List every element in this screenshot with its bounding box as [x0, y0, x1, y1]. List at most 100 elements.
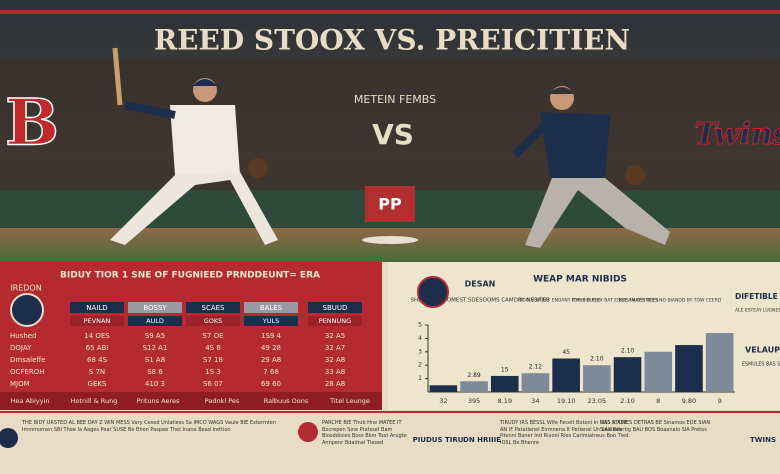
sign	[365, 186, 415, 222]
column-subheader: YULS	[262, 317, 279, 325]
side-text: ESMULES BAS SCURRED	[742, 362, 780, 368]
table-footer: Padnkl Pes	[205, 397, 240, 405]
cell: 1S 3	[205, 368, 221, 376]
panel-note: BOG N BABAT ENOANY CYOIS BLESS	[519, 298, 601, 304]
x-tick-label: 34	[531, 397, 539, 405]
column-header: NAILD	[86, 304, 107, 312]
y-tick-label: 2	[418, 362, 422, 369]
subheader-cell	[186, 316, 240, 326]
row-label: DOJAY	[10, 344, 32, 352]
bar	[521, 373, 550, 392]
footer-logo-b	[0, 428, 18, 448]
subheader-cell	[308, 316, 362, 326]
column-header: BALES	[260, 304, 283, 312]
panel-left-title: DESAN	[465, 280, 496, 289]
table-logo	[10, 293, 44, 327]
row-label: Dmsaleffe	[10, 356, 46, 364]
annotation: 2.10	[621, 348, 635, 355]
cell: S12 A1	[143, 344, 168, 352]
panel-left-text: SHEDS DIR DOMEST SDESOOMS CAMDRY NESITES	[411, 298, 550, 304]
bar	[705, 333, 734, 392]
cell: 32 A7	[325, 344, 345, 352]
table-footer: Titel Leunge	[329, 397, 370, 405]
footer-text: GAS STONES DETRAS BE Sinamos EOE SIAN SI…	[600, 420, 711, 433]
right-logo: Twins	[695, 117, 780, 152]
x-tick-label: 9.80	[682, 397, 696, 405]
panel-note: BEIS IN EESTICES NO BIANDD BY TOW CEERD	[619, 298, 722, 304]
cell: S9 A5	[145, 332, 165, 340]
footer-logo: PIUDUS TIRU	[413, 436, 464, 444]
footer-logo: DN HRIIIE	[463, 436, 501, 444]
table-title: BIDUY TIOR 1 SNE OF FUGNIEED PRNDDEUNT= …	[60, 271, 320, 281]
cell: 32 A8	[325, 356, 345, 364]
annotation: 15	[501, 366, 509, 373]
cell: 65 ABI	[86, 344, 109, 352]
fielder	[512, 86, 670, 248]
footer-text: TIRUDY IRS BESSL Wife Fecelt Boteni In M…	[500, 420, 629, 446]
panel-note: POR BID RLEY BAT EDGE AMAISS BEES	[572, 298, 659, 304]
header-cell	[308, 302, 362, 313]
table-logo-text: IREDON	[10, 284, 41, 293]
table-footer: Ralbuus Oons	[264, 397, 309, 405]
panel-right-text: ALE ESTEAY LUGNEE BAS	[735, 308, 780, 314]
table-footer: Hea Abiyyin	[11, 397, 50, 405]
header-cell	[244, 302, 298, 313]
column-subheader: PENNUNG	[319, 317, 351, 325]
row-label: Hushed	[10, 332, 37, 340]
header-cell	[128, 302, 182, 313]
cell: 68 4S	[87, 356, 108, 364]
x-tick-label: 32	[439, 397, 447, 405]
vs: VS	[372, 118, 414, 151]
cell: S1 A8	[145, 356, 165, 364]
x-tick-label: 9	[718, 397, 722, 405]
annotation: 2.89	[467, 372, 481, 379]
bar	[490, 375, 519, 392]
cell: 32 A5	[325, 332, 345, 340]
footer-logo: TWINS	[750, 436, 776, 444]
column-header: BOSSY	[143, 304, 167, 312]
cell: S7 OE	[202, 332, 223, 340]
panel-right-title: DIFETIBLE	[735, 292, 778, 301]
column-subheader: PEVNAN	[84, 317, 111, 325]
footer-logo-c	[298, 422, 318, 442]
y-tick-label: 3	[418, 348, 422, 355]
top-stripe	[0, 10, 780, 14]
cell: 28 A8	[325, 380, 345, 388]
column-header: SCAES	[202, 304, 226, 312]
column-subheader: AULD	[146, 317, 164, 325]
cell: 7 68	[263, 368, 279, 376]
left-logo: B	[5, 86, 59, 161]
y-tick-label: 4	[418, 335, 422, 342]
cell: S 7N	[89, 368, 105, 376]
header-cell	[70, 302, 124, 313]
cell: 69 60	[261, 380, 281, 388]
subheader-cell	[244, 316, 298, 326]
table-panel	[0, 262, 382, 410]
cell: S8 6	[147, 368, 163, 376]
table-footer: Hotnill & Rung	[71, 397, 118, 405]
cell: 49 28	[261, 344, 281, 352]
batter	[110, 47, 278, 245]
subheader-cell	[70, 316, 124, 326]
subtitle: METEIN FEMBS	[354, 93, 436, 106]
cell: 4S 8	[205, 344, 221, 352]
bar	[675, 345, 703, 392]
cell: 33 A8	[325, 368, 345, 376]
x-tick-label: 23.05	[588, 397, 607, 405]
footer-block: THE BIDY URSTED AL BEE DAY Z WIN MESS Va…	[22, 420, 276, 433]
annotation: 2.10	[590, 356, 604, 363]
y-tick-label: 5	[418, 322, 422, 329]
annotation: 45	[562, 349, 570, 356]
cell: 410 3	[145, 380, 165, 388]
footer-block: TIRUDY IRS BESSL Wife Fecelt Boteni In M…	[500, 420, 629, 446]
crowd	[0, 60, 780, 190]
x-tick-label: 8.19	[498, 397, 512, 405]
bar	[460, 381, 488, 392]
bar	[644, 351, 673, 392]
cell: S6 07	[203, 380, 223, 388]
annotation: 2.12	[529, 364, 543, 371]
bar	[552, 358, 580, 392]
cell: GEKS	[88, 380, 107, 388]
header-cell	[186, 302, 240, 313]
